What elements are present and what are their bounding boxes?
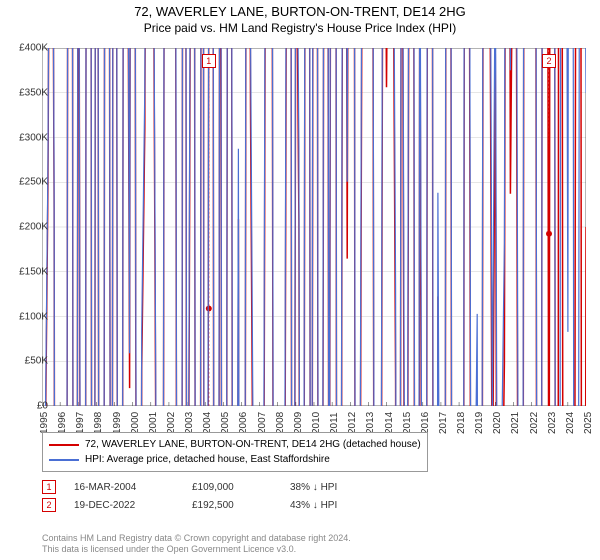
xtick-label: 2018	[456, 412, 467, 434]
xtick-label: 2002	[166, 412, 177, 434]
event-marker-box: 2	[542, 54, 556, 68]
legend-swatch	[49, 459, 79, 461]
xtick-label: 1998	[93, 412, 104, 434]
xtick-label: 2008	[275, 412, 286, 434]
xtick-label: 2011	[329, 412, 340, 434]
xtick-label: 2022	[529, 412, 540, 434]
xtick-label: 2006	[238, 412, 249, 434]
event-marker-box: 1	[202, 54, 216, 68]
event-marker-icon: 1	[42, 480, 56, 494]
xtick-label: 1995	[39, 412, 50, 434]
xtick-label: 2012	[347, 412, 358, 434]
event-date: 16-MAR-2004	[74, 482, 174, 493]
xtick-label: 2019	[474, 412, 485, 434]
event-price: £192,500	[192, 500, 272, 511]
xtick-label: 2020	[492, 412, 503, 434]
event-row: 2 19-DEC-2022 £192,500 43% ↓ HPI	[42, 496, 586, 514]
event-date: 19-DEC-2022	[74, 500, 174, 511]
xtick-label: 1996	[57, 412, 68, 434]
xtick-label: 2000	[130, 412, 141, 434]
legend-row: 72, WAVERLEY LANE, BURTON-ON-TRENT, DE14…	[49, 437, 421, 452]
legend-row: HPI: Average price, detached house, East…	[49, 452, 421, 467]
ytick-label: £200K	[8, 222, 48, 233]
ytick-label: £100K	[8, 311, 48, 322]
event-row: 1 16-MAR-2004 £109,000 38% ↓ HPI	[42, 478, 586, 496]
event-pct: 43% ↓ HPI	[290, 500, 370, 511]
xtick-label: 1997	[75, 412, 86, 434]
xtick-label: 2015	[402, 412, 413, 434]
event-price: £109,000	[192, 482, 272, 493]
xtick-label: 2014	[384, 412, 395, 434]
legend-box: 72, WAVERLEY LANE, BURTON-ON-TRENT, DE14…	[42, 432, 428, 472]
event-table: 1 16-MAR-2004 £109,000 38% ↓ HPI 2 19-DEC-202…	[42, 478, 586, 514]
xtick-label: 1999	[112, 412, 123, 434]
xtick-label: 2004	[202, 412, 213, 434]
xtick-label: 2010	[311, 412, 322, 434]
ytick-label: £50K	[8, 356, 48, 367]
ytick-label: £300K	[8, 132, 48, 143]
ytick-label: £150K	[8, 266, 48, 277]
xtick-label: 2013	[365, 412, 376, 434]
xtick-label: 2003	[184, 412, 195, 434]
event-pct: 38% ↓ HPI	[290, 482, 370, 493]
footer-line2: This data is licensed under the Open Gov…	[42, 544, 296, 554]
xtick-label: 2007	[257, 412, 268, 434]
event-marker-icon: 2	[42, 498, 56, 512]
footer: Contains HM Land Registry data © Crown c…	[42, 533, 351, 556]
xtick-label: 2017	[438, 412, 449, 434]
ytick-label: £350K	[8, 87, 48, 98]
footer-line1: Contains HM Land Registry data © Crown c…	[42, 533, 351, 543]
xtick-label: 2024	[565, 412, 576, 434]
chart-title: 72, WAVERLEY LANE, BURTON-ON-TRENT, DE14…	[0, 0, 600, 21]
chart-subtitle: Price paid vs. HM Land Registry's House …	[0, 21, 600, 35]
legend: 72, WAVERLEY LANE, BURTON-ON-TRENT, DE14…	[42, 432, 586, 514]
ytick-label: £250K	[8, 177, 48, 188]
chart-container: 72, WAVERLEY LANE, BURTON-ON-TRENT, DE14…	[0, 0, 600, 560]
legend-label: HPI: Average price, detached house, East…	[85, 452, 330, 467]
plot-area	[42, 48, 586, 406]
xtick-label: 2001	[148, 412, 159, 434]
ytick-label: £400K	[8, 43, 48, 54]
ytick-label: £0	[8, 401, 48, 412]
legend-label: 72, WAVERLEY LANE, BURTON-ON-TRENT, DE14…	[85, 437, 421, 452]
xtick-label: 2023	[547, 412, 558, 434]
xtick-label: 2025	[583, 412, 594, 434]
xtick-label: 2016	[420, 412, 431, 434]
xtick-label: 2021	[510, 412, 521, 434]
legend-swatch	[49, 444, 79, 446]
xtick-label: 2005	[220, 412, 231, 434]
plot-svg	[42, 48, 586, 406]
xtick-label: 2009	[293, 412, 304, 434]
